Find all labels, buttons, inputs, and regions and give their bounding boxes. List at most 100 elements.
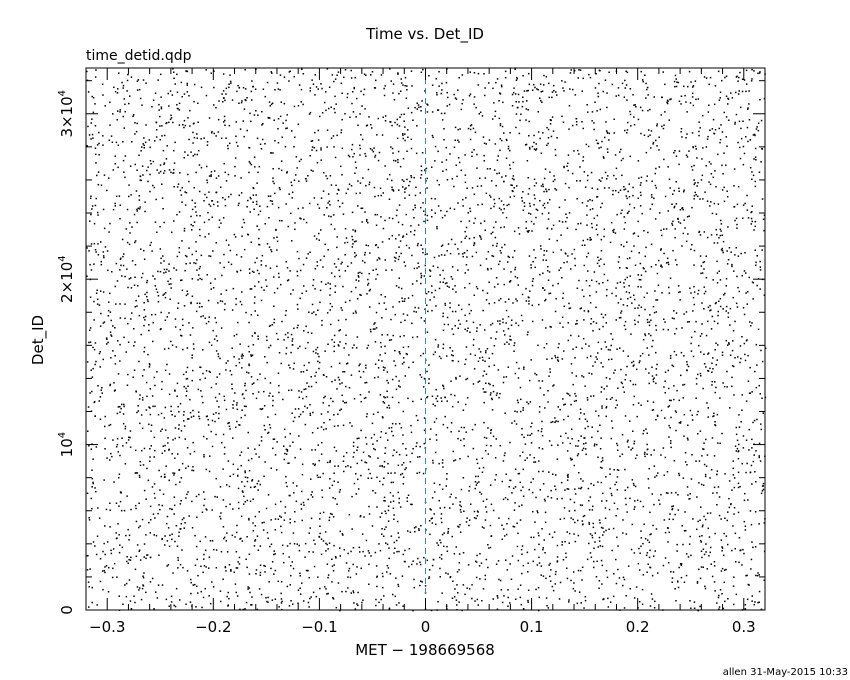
data-point	[755, 261, 757, 264]
data-point	[250, 120, 252, 123]
data-point	[600, 386, 603, 388]
data-point	[285, 475, 287, 478]
data-point	[197, 388, 200, 391]
data-point	[674, 85, 676, 88]
data-point	[550, 497, 553, 499]
data-point	[576, 454, 579, 457]
data-point	[707, 352, 710, 354]
data-point	[220, 137, 223, 139]
data-point	[645, 97, 647, 99]
data-point	[242, 355, 244, 357]
data-point	[91, 586, 93, 589]
data-point	[246, 129, 248, 132]
data-point	[237, 501, 240, 504]
data-point	[703, 268, 705, 270]
data-point	[604, 517, 607, 519]
data-point	[565, 253, 567, 255]
data-point	[513, 344, 515, 347]
data-point	[636, 454, 638, 456]
data-point	[600, 348, 603, 350]
data-point	[729, 407, 731, 409]
data-point	[352, 111, 355, 113]
data-point	[696, 185, 698, 187]
data-point	[374, 492, 377, 494]
data-point	[420, 206, 422, 209]
data-point	[758, 456, 760, 459]
data-point	[359, 376, 362, 378]
data-point	[502, 101, 504, 104]
data-point	[248, 573, 251, 575]
data-point	[451, 405, 454, 408]
data-point	[561, 544, 563, 546]
data-point	[609, 468, 611, 470]
data-point	[727, 259, 730, 261]
data-point	[426, 331, 429, 333]
data-point	[423, 429, 426, 432]
data-point	[573, 464, 575, 467]
data-point	[642, 79, 644, 81]
data-point	[330, 272, 333, 274]
data-point	[606, 106, 608, 109]
data-point	[690, 165, 693, 168]
data-point	[258, 588, 261, 590]
data-point	[547, 202, 549, 204]
data-point	[449, 153, 451, 155]
data-point	[472, 321, 475, 324]
data-point	[266, 243, 269, 245]
data-point	[517, 324, 520, 327]
data-point	[541, 448, 544, 450]
data-point	[731, 349, 734, 352]
data-point	[119, 204, 121, 206]
data-point	[587, 487, 590, 490]
data-point	[469, 128, 472, 131]
data-point	[655, 528, 658, 530]
data-point	[199, 302, 201, 305]
data-point	[391, 378, 394, 381]
data-point	[320, 281, 323, 283]
data-point	[700, 375, 702, 377]
data-point	[515, 126, 517, 129]
data-point	[535, 496, 537, 499]
data-point	[688, 150, 690, 152]
data-point	[637, 274, 639, 276]
data-point	[143, 309, 146, 311]
data-point	[649, 566, 651, 569]
data-point	[514, 68, 516, 70]
data-point	[719, 138, 722, 141]
data-point	[655, 329, 658, 331]
data-point	[616, 469, 619, 471]
data-point	[711, 380, 713, 383]
data-point	[198, 274, 200, 276]
data-point	[441, 521, 443, 524]
data-point	[473, 242, 476, 245]
data-point	[740, 357, 742, 360]
data-point	[529, 379, 531, 382]
data-point	[465, 431, 467, 433]
data-point	[217, 302, 219, 304]
data-point	[668, 387, 670, 390]
data-point	[281, 600, 283, 603]
data-point	[90, 369, 92, 371]
data-point	[412, 609, 414, 612]
data-point	[623, 186, 625, 188]
data-point	[450, 238, 453, 241]
data-point	[432, 136, 434, 139]
data-point	[194, 153, 196, 156]
data-point	[206, 196, 208, 199]
data-point	[291, 191, 294, 194]
data-point	[367, 244, 370, 247]
data-point	[323, 172, 325, 174]
data-point	[509, 441, 511, 444]
data-point	[437, 266, 439, 269]
data-point	[635, 586, 638, 588]
data-point	[751, 68, 753, 71]
data-point	[563, 507, 566, 509]
data-point	[96, 289, 98, 291]
data-point	[704, 290, 707, 293]
data-point	[561, 497, 563, 500]
data-point	[106, 250, 109, 252]
data-point	[382, 366, 385, 368]
data-point	[496, 78, 499, 80]
data-point	[674, 74, 677, 77]
data-point	[549, 562, 551, 565]
